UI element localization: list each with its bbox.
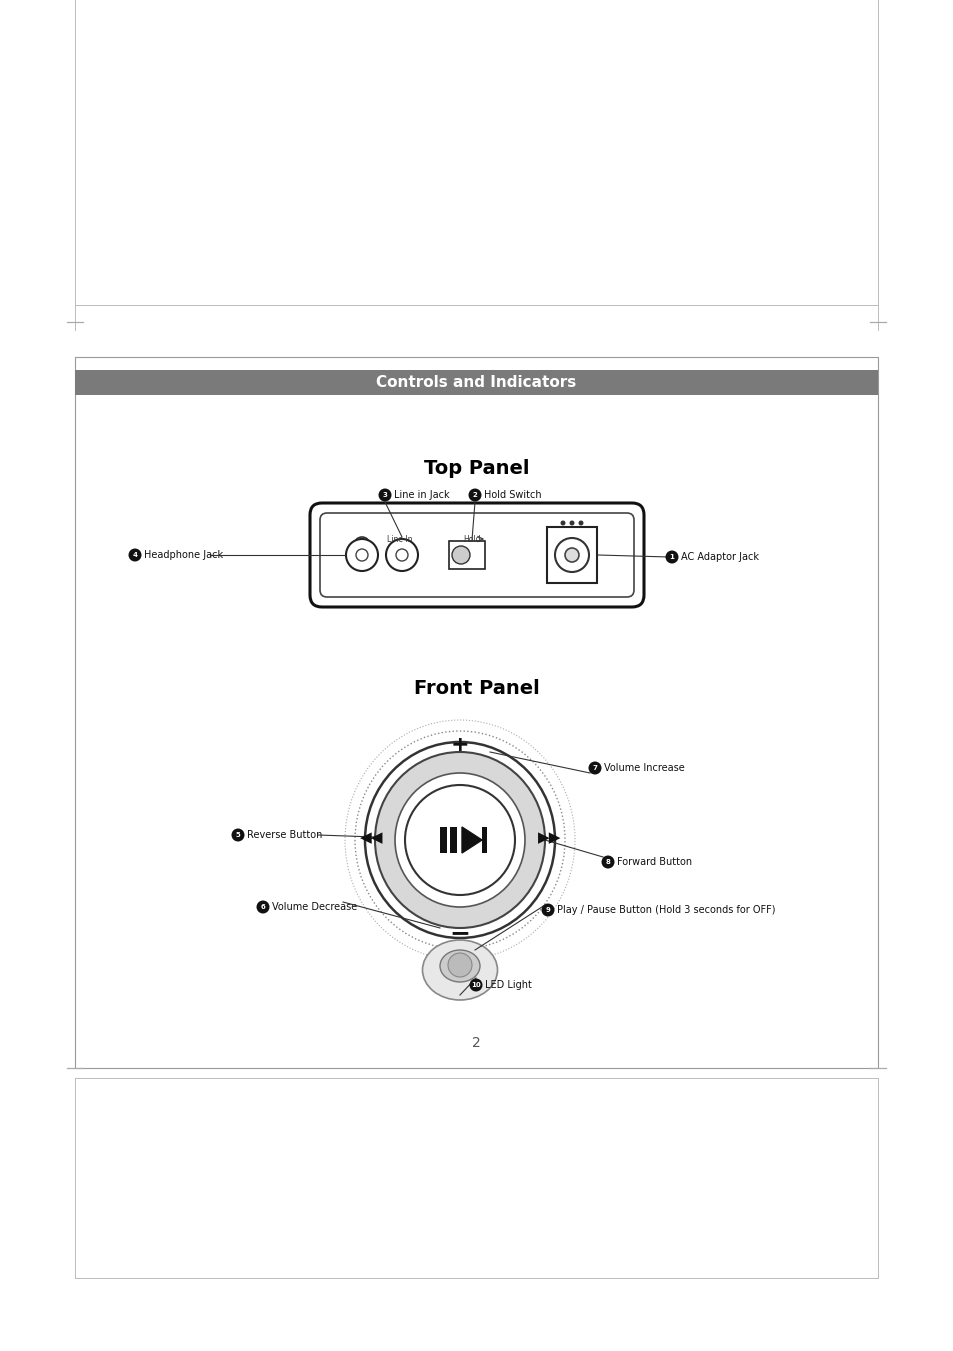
Text: 8: 8 bbox=[605, 859, 610, 865]
Text: 6: 6 bbox=[260, 904, 265, 911]
Ellipse shape bbox=[395, 773, 524, 907]
Circle shape bbox=[405, 785, 515, 894]
Text: 5: 5 bbox=[235, 832, 240, 838]
Circle shape bbox=[541, 904, 554, 916]
Bar bbox=[439, 827, 447, 852]
Text: ◀◀: ◀◀ bbox=[360, 831, 383, 846]
Ellipse shape bbox=[439, 950, 479, 982]
Circle shape bbox=[386, 539, 417, 571]
Circle shape bbox=[569, 520, 574, 526]
Bar bbox=[450, 827, 456, 852]
Text: 1: 1 bbox=[669, 554, 674, 561]
Text: Hold: Hold bbox=[462, 535, 480, 543]
Circle shape bbox=[665, 550, 678, 563]
FancyBboxPatch shape bbox=[310, 503, 643, 607]
Text: 10: 10 bbox=[471, 982, 480, 988]
Circle shape bbox=[346, 539, 377, 571]
Text: Volume Decrease: Volume Decrease bbox=[272, 902, 356, 912]
Text: −: − bbox=[449, 921, 470, 944]
Circle shape bbox=[468, 489, 481, 501]
Circle shape bbox=[355, 549, 368, 561]
Text: ▶▶: ▶▶ bbox=[537, 831, 561, 846]
Circle shape bbox=[560, 520, 565, 526]
Circle shape bbox=[601, 855, 614, 869]
Text: Forward Button: Forward Button bbox=[617, 857, 691, 867]
Bar bbox=[75, 357, 877, 1069]
Ellipse shape bbox=[345, 720, 575, 961]
Circle shape bbox=[395, 549, 408, 561]
Circle shape bbox=[555, 538, 588, 571]
Text: Hold Switch: Hold Switch bbox=[483, 490, 541, 500]
Text: Line in Jack: Line in Jack bbox=[394, 490, 449, 500]
Text: Play / Pause Button (Hold 3 seconds for OFF): Play / Pause Button (Hold 3 seconds for … bbox=[557, 905, 775, 915]
Circle shape bbox=[452, 546, 470, 563]
Polygon shape bbox=[461, 827, 481, 852]
Text: AC Adaptor Jack: AC Adaptor Jack bbox=[680, 553, 759, 562]
Ellipse shape bbox=[375, 753, 544, 928]
Circle shape bbox=[448, 952, 472, 977]
Text: 2: 2 bbox=[472, 1036, 480, 1050]
Text: 9: 9 bbox=[545, 907, 550, 913]
FancyBboxPatch shape bbox=[319, 513, 634, 597]
Circle shape bbox=[256, 901, 269, 913]
Circle shape bbox=[352, 546, 357, 553]
Ellipse shape bbox=[365, 742, 555, 938]
Text: LED Light: LED Light bbox=[484, 979, 532, 990]
Circle shape bbox=[378, 489, 391, 501]
Ellipse shape bbox=[355, 731, 564, 948]
Bar bbox=[75, 370, 877, 394]
Text: Front Panel: Front Panel bbox=[414, 678, 538, 697]
Bar bbox=[481, 827, 486, 852]
Circle shape bbox=[232, 828, 244, 842]
Text: Volume Increase: Volume Increase bbox=[603, 763, 684, 773]
Text: Top Panel: Top Panel bbox=[423, 458, 529, 477]
Text: 4: 4 bbox=[132, 553, 137, 558]
Text: Headphone Jack: Headphone Jack bbox=[144, 550, 223, 561]
Text: Reverse Button: Reverse Button bbox=[247, 830, 322, 840]
Ellipse shape bbox=[422, 940, 497, 1000]
Bar bbox=[546, 527, 597, 584]
Text: 7: 7 bbox=[592, 765, 597, 771]
Bar bbox=[449, 540, 484, 569]
Text: +: + bbox=[450, 735, 469, 755]
Circle shape bbox=[564, 549, 578, 562]
Circle shape bbox=[129, 549, 141, 562]
Text: Controls and Indicators: Controls and Indicators bbox=[376, 376, 576, 390]
Circle shape bbox=[469, 978, 482, 992]
Text: 3: 3 bbox=[382, 492, 387, 499]
Text: 2: 2 bbox=[472, 492, 476, 499]
Circle shape bbox=[366, 546, 372, 553]
Text: Line In: Line In bbox=[387, 535, 413, 543]
Circle shape bbox=[588, 762, 601, 774]
Circle shape bbox=[578, 520, 583, 526]
